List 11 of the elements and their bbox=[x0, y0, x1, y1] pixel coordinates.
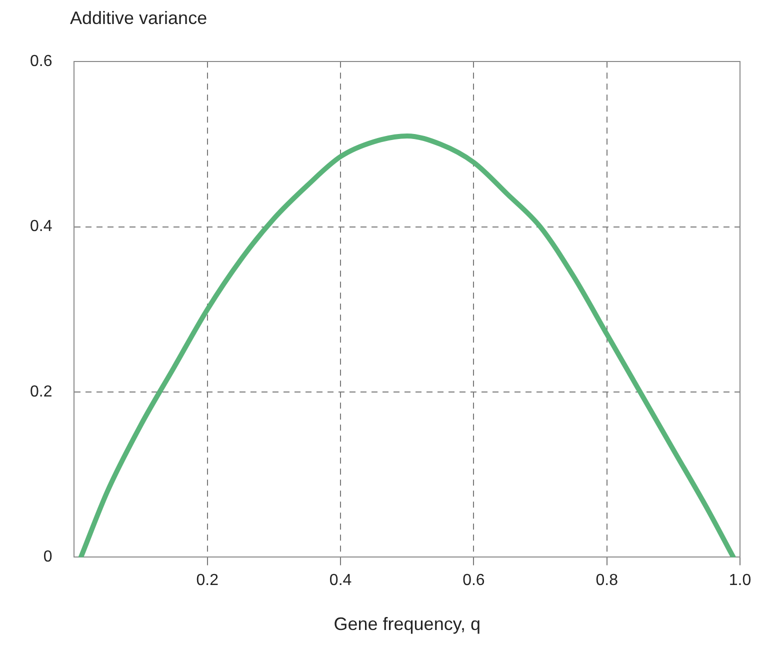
x-tick-label: 0.8 bbox=[596, 572, 618, 590]
y-tick-label: 0.6 bbox=[30, 53, 52, 70]
x-axis-title: Gene frequency, q bbox=[334, 614, 481, 634]
x-tick-label: 0.4 bbox=[329, 572, 352, 590]
y-axis-title: Additive variance bbox=[70, 8, 208, 30]
y-tick-label: 0.2 bbox=[30, 383, 52, 400]
x-tick-label: 1.0 bbox=[728, 572, 752, 590]
x-tick-label: 0.6 bbox=[462, 572, 485, 590]
x-tick-label: 0.2 bbox=[196, 572, 219, 590]
y-tick-label: 0 bbox=[43, 548, 52, 566]
y-tick-label: 0.4 bbox=[30, 218, 52, 236]
